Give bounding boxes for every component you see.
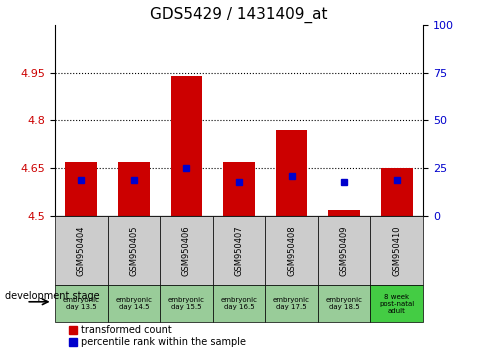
Bar (276, 130, 307, 216)
Bar (118, 162, 150, 216)
Text: GSM950405: GSM950405 (130, 225, 138, 276)
Text: GSM950407: GSM950407 (235, 225, 243, 276)
Text: embryonic
day 17.5: embryonic day 17.5 (273, 297, 310, 310)
Text: GSM950408: GSM950408 (287, 225, 296, 276)
Bar (171, 76, 202, 216)
Bar (223, 162, 255, 216)
Title: GDS5429 / 1431409_at: GDS5429 / 1431409_at (150, 7, 328, 23)
Text: embryonic
day 14.5: embryonic day 14.5 (115, 297, 152, 310)
Text: embryonic
day 16.5: embryonic day 16.5 (220, 297, 258, 310)
Text: GSM950409: GSM950409 (340, 225, 348, 276)
Legend: transformed count, percentile rank within the sample: transformed count, percentile rank withi… (69, 325, 246, 347)
Text: GSM950406: GSM950406 (182, 225, 191, 276)
Text: development stage: development stage (5, 291, 99, 302)
Text: GSM950404: GSM950404 (77, 225, 86, 276)
Text: embryonic
day 13.5: embryonic day 13.5 (63, 297, 100, 310)
Text: embryonic
day 15.5: embryonic day 15.5 (168, 297, 205, 310)
Bar (328, 210, 360, 216)
Text: GSM950410: GSM950410 (392, 225, 401, 276)
Bar (65, 162, 97, 216)
Bar (381, 168, 413, 216)
Text: embryonic
day 18.5: embryonic day 18.5 (326, 297, 363, 310)
Text: 8 week
post-natal
adult: 8 week post-natal adult (379, 293, 414, 314)
